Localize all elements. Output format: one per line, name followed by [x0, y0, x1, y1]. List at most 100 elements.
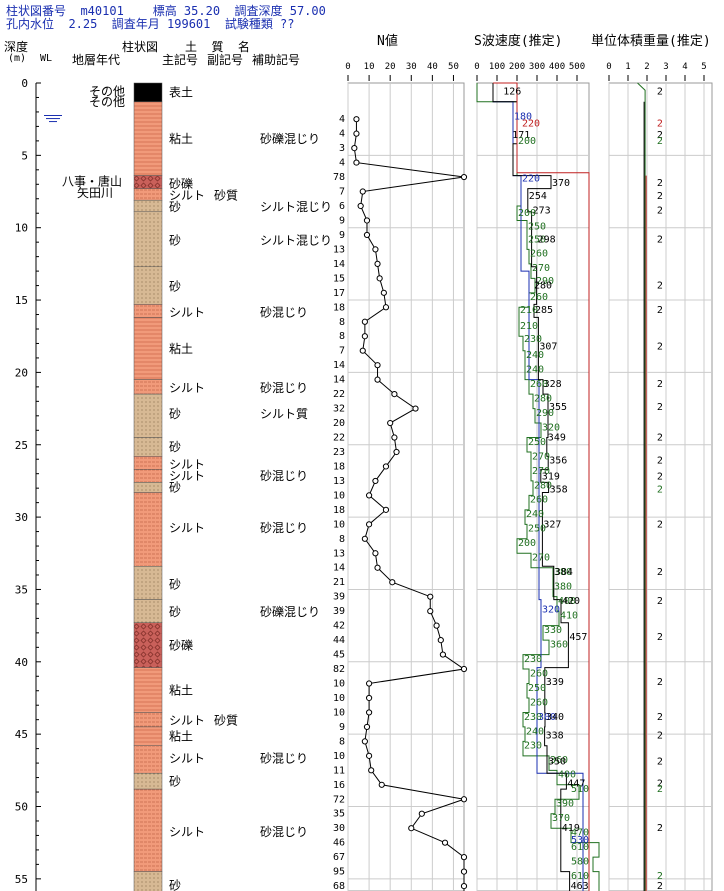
s-wave-label: 230	[524, 741, 542, 752]
s-wave-label: 339	[546, 677, 564, 688]
n-value-point	[460, 173, 468, 181]
n-value-point	[412, 405, 419, 412]
s-wave-tick-label: 0	[474, 62, 479, 72]
n-value-point	[460, 854, 468, 861]
n-value-tick-label: 50	[448, 62, 459, 72]
s-wave-label: 290	[536, 276, 554, 287]
n-value-label: 95	[333, 867, 345, 878]
depth-tick-label: 30	[15, 511, 28, 524]
s-wave-label: 360	[550, 639, 568, 650]
unit-weight-label: 2	[657, 485, 663, 496]
s-wave-label: 220	[522, 174, 540, 185]
log-layer-clay	[133, 317, 163, 380]
n-value-point	[374, 376, 381, 383]
s-wave-label: 230	[524, 712, 542, 723]
n-value-label: 44	[333, 635, 345, 646]
unit-weight-label: 2	[657, 731, 663, 742]
n-value-label: 14	[333, 259, 345, 270]
s-wave-label: 510	[571, 784, 589, 795]
layer-main-symbol: 粘土	[169, 729, 193, 744]
unit-weight-tick-label: 5	[701, 62, 706, 72]
n-value-point	[408, 825, 415, 832]
layer-aux-symbol: 砂混じり	[260, 751, 308, 765]
s-wave-label: 419	[562, 823, 580, 834]
s-wave-label: 319	[542, 472, 560, 483]
n-value-point	[365, 709, 373, 716]
unit-weight-label: 2	[657, 823, 663, 834]
unit-weight-label: 2	[657, 130, 663, 141]
s-wave-label: 349	[548, 433, 566, 444]
water-level-column-title: WL	[40, 53, 53, 64]
s-wave-label: 530	[571, 835, 589, 846]
log-layer-gravel	[133, 622, 163, 668]
unit-weight-label: 2	[657, 87, 663, 98]
layer-main-symbol: 砂	[169, 774, 181, 788]
n-value-label: 22	[333, 433, 345, 444]
n-value-point	[460, 882, 468, 890]
unit-weight-tick-label: 2	[644, 62, 649, 72]
n-value-label: 82	[333, 664, 345, 675]
log-layer-topsoil	[133, 82, 163, 103]
n-value-label: 20	[333, 418, 345, 429]
n-value-point	[433, 622, 440, 629]
n-value-point	[382, 304, 390, 311]
s-wave-label: 180	[514, 111, 532, 122]
layer-main-symbol: シルト	[169, 381, 205, 395]
n-value-label: 13	[333, 548, 345, 559]
log-layer-sand	[133, 772, 163, 790]
n-value-point	[427, 593, 434, 600]
n-value-title: N値	[377, 34, 398, 49]
n-value-label: 21	[333, 577, 345, 588]
soil-name-column-title: 土 質 名	[185, 40, 250, 54]
n-value-point	[389, 579, 396, 586]
s-wave-label: 280	[534, 281, 552, 292]
s-wave-label: 273	[533, 205, 551, 216]
s-wave-label: 250	[528, 437, 546, 448]
s-wave-label: 447	[567, 778, 585, 789]
s-wave-label: 370	[552, 178, 570, 189]
unit-weight-label: 2	[657, 341, 663, 352]
n-value-point	[363, 723, 371, 731]
n-value-label: 39	[333, 592, 345, 603]
s-wave-label: 220	[522, 119, 540, 130]
n-value-label: 4	[339, 114, 345, 125]
n-value-point	[359, 347, 366, 354]
layer-main-symbol: 粘土	[169, 341, 193, 356]
s-wave-label: 200	[518, 208, 536, 219]
n-value-label: 45	[333, 650, 345, 661]
s-wave-label: 250	[528, 683, 546, 694]
unit-weight-label: 2	[657, 433, 663, 444]
s-wave-label: 250	[528, 524, 546, 535]
n-value-label: 18	[333, 461, 345, 472]
n-value-point	[460, 796, 468, 803]
s-wave-label: 250	[528, 234, 546, 245]
s-wave-label: 270	[532, 466, 550, 477]
n-value-label: 3	[339, 143, 345, 154]
s-wave-label: 355	[549, 402, 567, 413]
s-wave-label: 457	[569, 632, 587, 643]
unit-weight-label: 2	[657, 472, 663, 483]
n-value-tick-label: 10	[364, 62, 375, 72]
layer-aux-symbol: シルト混じり	[260, 233, 332, 247]
n-value-label: 14	[333, 360, 345, 371]
n-value-label: 30	[333, 823, 345, 834]
n-value-point	[357, 202, 364, 210]
s-wave-tick-label: 400	[549, 62, 565, 72]
layer-main-symbol: 砂	[169, 605, 181, 619]
s-wave-label: 260	[530, 697, 548, 708]
s-wave-label: 610	[571, 871, 589, 882]
n-value-point	[439, 651, 447, 658]
n-value-label: 10	[333, 519, 345, 530]
n-value-point	[391, 434, 398, 441]
n-value-point	[365, 492, 373, 499]
log-layer-sand	[133, 199, 163, 213]
n-value-point	[380, 289, 387, 296]
layer-main-symbol: シルト	[169, 751, 205, 765]
s-wave-label: 610	[571, 842, 589, 853]
unit-weight-label: 2	[657, 281, 663, 292]
layer-main-symbol: シルト	[169, 469, 205, 483]
n-value-point	[353, 159, 360, 166]
depth-tick-label: 10	[15, 222, 28, 235]
n-value-label: 68	[333, 881, 345, 891]
era-column-title: 地層年代	[72, 53, 121, 67]
